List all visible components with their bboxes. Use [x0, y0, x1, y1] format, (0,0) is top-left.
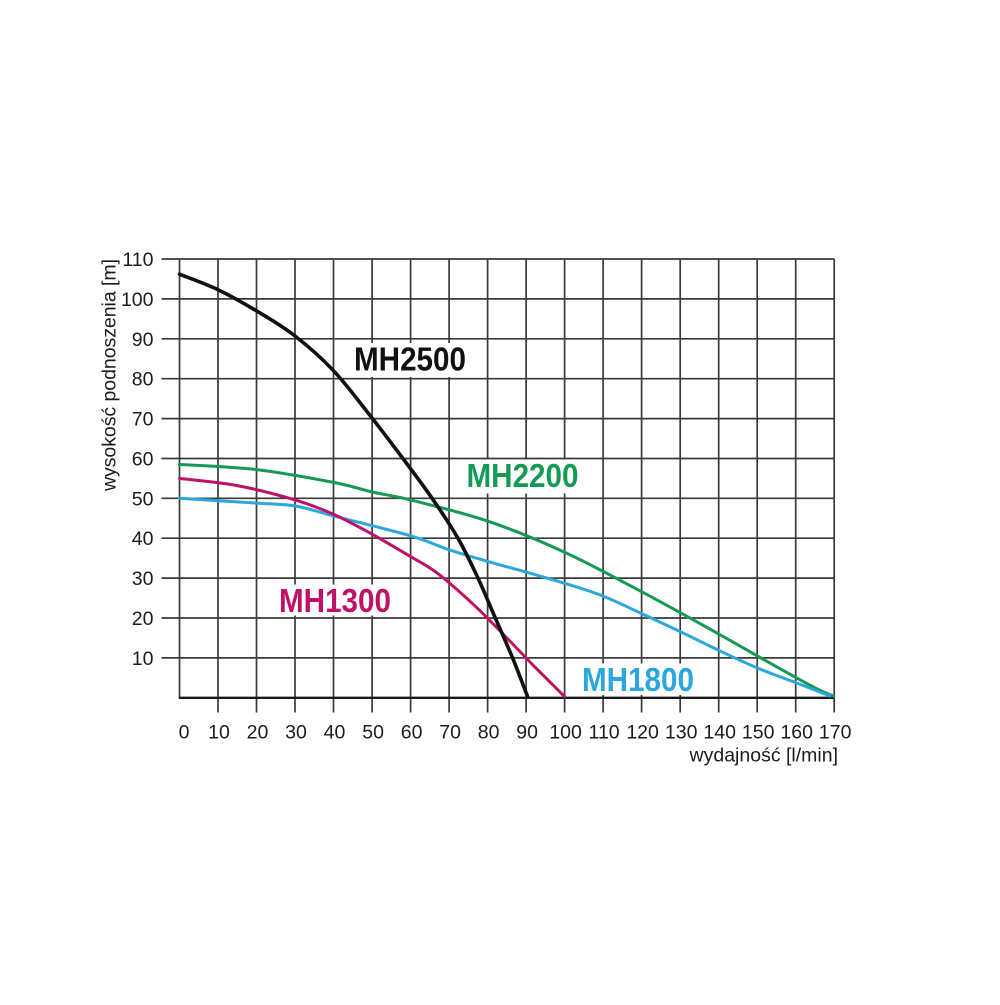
svg-text:30: 30 [132, 568, 154, 590]
svg-text:110: 110 [589, 722, 620, 744]
svg-text:100: 100 [121, 289, 154, 311]
svg-text:130: 130 [665, 722, 698, 744]
svg-text:wysokość podnoszenia [m]: wysokość podnoszenia [m] [99, 259, 121, 492]
svg-text:50: 50 [132, 488, 154, 510]
svg-text:10: 10 [132, 648, 154, 670]
svg-text:MH1800: MH1800 [582, 661, 694, 698]
svg-text:60: 60 [132, 449, 154, 471]
svg-text:MH2200: MH2200 [467, 457, 579, 494]
svg-text:140: 140 [703, 722, 736, 744]
svg-text:90: 90 [516, 722, 538, 744]
svg-text:70: 70 [439, 722, 461, 744]
svg-text:0: 0 [179, 722, 190, 744]
svg-text:110: 110 [122, 249, 153, 271]
svg-text:150: 150 [742, 722, 775, 744]
svg-text:30: 30 [285, 722, 307, 744]
svg-text:40: 40 [324, 722, 346, 744]
svg-text:wydajność [l/min]: wydajność [l/min] [689, 745, 838, 767]
svg-text:90: 90 [132, 329, 154, 351]
svg-text:70: 70 [132, 409, 154, 431]
svg-text:20: 20 [132, 608, 154, 630]
svg-text:10: 10 [208, 722, 230, 744]
svg-text:80: 80 [132, 369, 154, 391]
svg-text:160: 160 [780, 722, 813, 744]
svg-text:170: 170 [819, 722, 852, 744]
svg-text:50: 50 [362, 722, 384, 744]
svg-text:60: 60 [401, 722, 423, 744]
svg-text:MH2500: MH2500 [354, 341, 466, 378]
svg-text:20: 20 [247, 722, 269, 744]
svg-text:40: 40 [132, 528, 154, 550]
svg-text:80: 80 [478, 722, 500, 744]
svg-text:MH1300: MH1300 [279, 582, 391, 619]
svg-text:100: 100 [549, 722, 582, 744]
svg-text:120: 120 [626, 722, 659, 744]
